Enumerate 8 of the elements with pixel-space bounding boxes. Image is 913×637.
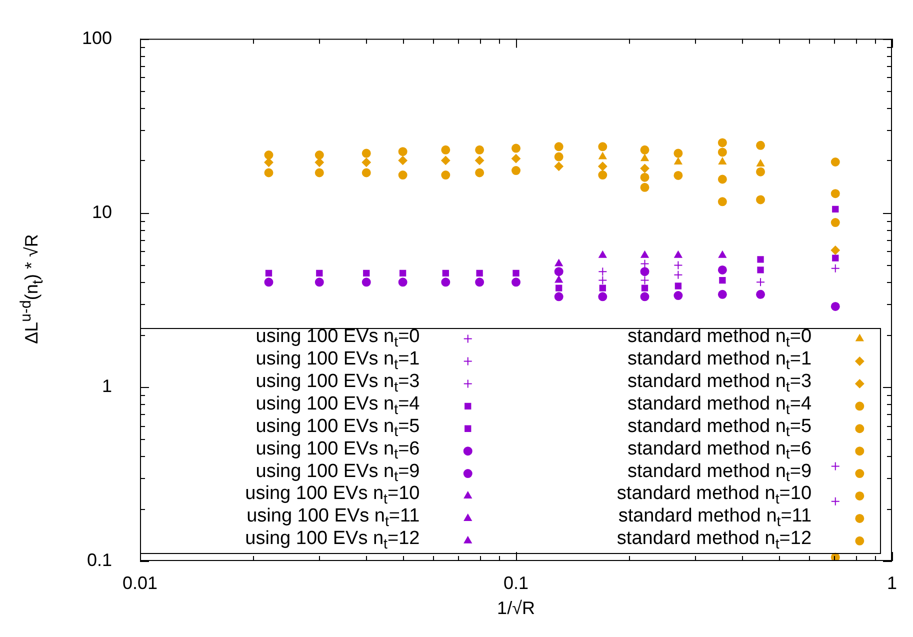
x-tick-label: 1 — [886, 572, 898, 593]
y-tick-label: 1 — [102, 376, 112, 396]
x-tick-label: 0.01 — [122, 572, 158, 593]
x-axis-title: 1/√R — [497, 598, 535, 619]
x-tick-label: 0.1 — [503, 572, 529, 593]
y-tick-label: 10 — [92, 202, 112, 222]
y-tick-label: 0.1 — [86, 550, 112, 570]
y-tick-label: 100 — [82, 28, 112, 48]
